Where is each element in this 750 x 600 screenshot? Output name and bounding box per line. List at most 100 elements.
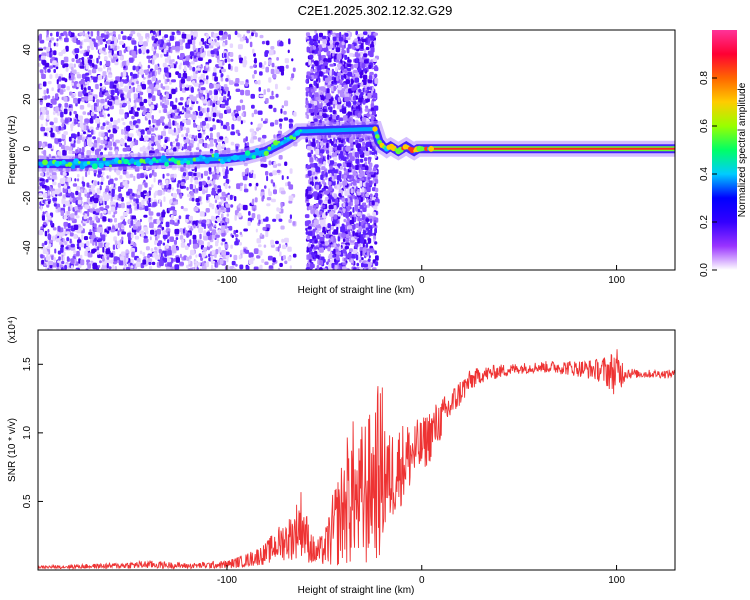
noise-dot	[279, 251, 282, 257]
noise-dot	[124, 113, 128, 120]
noise-dot	[137, 85, 142, 92]
noise-dot	[272, 163, 278, 168]
noise-dot	[175, 46, 180, 52]
noise-dot	[144, 182, 148, 188]
noise-dot	[159, 260, 164, 267]
noise-dot	[198, 227, 203, 233]
noise-dot	[371, 74, 375, 80]
noise-dot	[195, 135, 198, 142]
noise-dot	[52, 60, 57, 66]
noise-dot	[273, 161, 277, 166]
noise-dot	[149, 222, 154, 229]
noise-dot	[343, 212, 346, 217]
noise-dot	[352, 249, 358, 255]
noise-dot	[86, 197, 90, 203]
noise-dot	[369, 193, 373, 198]
noise-dot	[319, 71, 323, 77]
noise-dot	[256, 127, 260, 132]
noise-dot	[220, 74, 223, 78]
noise-dot	[210, 256, 214, 262]
noise-dot	[189, 106, 193, 111]
noise-dot	[260, 117, 263, 122]
noise-dot	[121, 231, 126, 235]
noise-dot	[333, 103, 336, 109]
noise-dot	[266, 88, 271, 93]
noise-dot	[100, 212, 103, 217]
noise-dot	[328, 253, 334, 259]
noise-dot	[360, 92, 364, 96]
noise-dot	[199, 82, 204, 86]
noise-dot	[47, 95, 51, 99]
noise-dot	[200, 87, 206, 91]
noise-dot	[177, 180, 182, 184]
noise-dot	[355, 254, 359, 261]
noise-dot	[89, 54, 93, 59]
noise-dot	[180, 181, 185, 186]
noise-dot	[367, 37, 371, 44]
noise-dot	[90, 111, 95, 117]
noise-dot	[189, 183, 193, 190]
noise-dot	[314, 109, 319, 114]
noise-dot	[365, 141, 371, 147]
noise-dot	[367, 176, 371, 180]
noise-dot	[230, 204, 234, 208]
noise-dot	[243, 248, 247, 253]
noise-dot	[46, 251, 49, 258]
noise-dot	[221, 191, 226, 197]
noise-dot	[130, 233, 134, 239]
noise-dot	[106, 136, 110, 142]
noise-dot	[309, 258, 312, 263]
noise-dot	[289, 265, 292, 269]
noise-dot	[98, 264, 101, 268]
noise-dot	[191, 104, 194, 108]
noise-dot	[50, 37, 55, 41]
noise-dot	[91, 189, 96, 195]
noise-dot	[315, 96, 320, 101]
noise-dot	[44, 240, 48, 246]
noise-dot	[108, 122, 113, 129]
noise-dot	[195, 147, 200, 151]
noise-dot	[41, 143, 45, 149]
noise-dot	[114, 240, 118, 246]
noise-dot	[201, 120, 206, 126]
noise-dot	[205, 208, 210, 213]
noise-dot	[123, 49, 126, 54]
noise-dot	[254, 57, 257, 64]
noise-dot	[167, 121, 172, 128]
noise-dot	[351, 194, 356, 199]
noise-dot	[139, 91, 144, 96]
noise-dot	[85, 76, 90, 83]
noise-dot	[112, 43, 115, 49]
noise-dot	[355, 172, 358, 176]
figure-title: C2E1.2025.302.12.32.G29	[298, 3, 453, 18]
noise-dot	[342, 238, 346, 243]
noise-dot	[134, 220, 137, 224]
noise-dot	[149, 85, 154, 90]
noise-dot	[200, 48, 203, 54]
noise-dot	[362, 252, 365, 256]
noise-dot	[70, 126, 73, 132]
noise-dot	[192, 111, 197, 115]
noise-dot	[222, 143, 225, 148]
noise-dot	[171, 45, 176, 50]
noise-dot	[146, 49, 150, 54]
noise-dot	[121, 223, 124, 229]
noise-dot	[181, 239, 185, 243]
noise-dot	[293, 111, 297, 117]
noise-dot	[268, 59, 272, 66]
noise-dot	[54, 248, 57, 254]
noise-dot	[96, 188, 101, 194]
noise-dot	[277, 267, 281, 270]
noise-dot	[103, 64, 106, 69]
noise-dot	[188, 54, 191, 59]
noise-dot	[133, 99, 137, 104]
noise-dot	[81, 49, 85, 54]
noise-dot	[56, 38, 59, 42]
noise-dot	[129, 224, 132, 228]
noise-dot	[214, 83, 220, 89]
noise-dot	[230, 244, 233, 249]
noise-dot	[79, 32, 85, 36]
noise-dot	[170, 206, 176, 211]
noise-dot	[259, 94, 264, 98]
noise-dot	[160, 116, 165, 120]
